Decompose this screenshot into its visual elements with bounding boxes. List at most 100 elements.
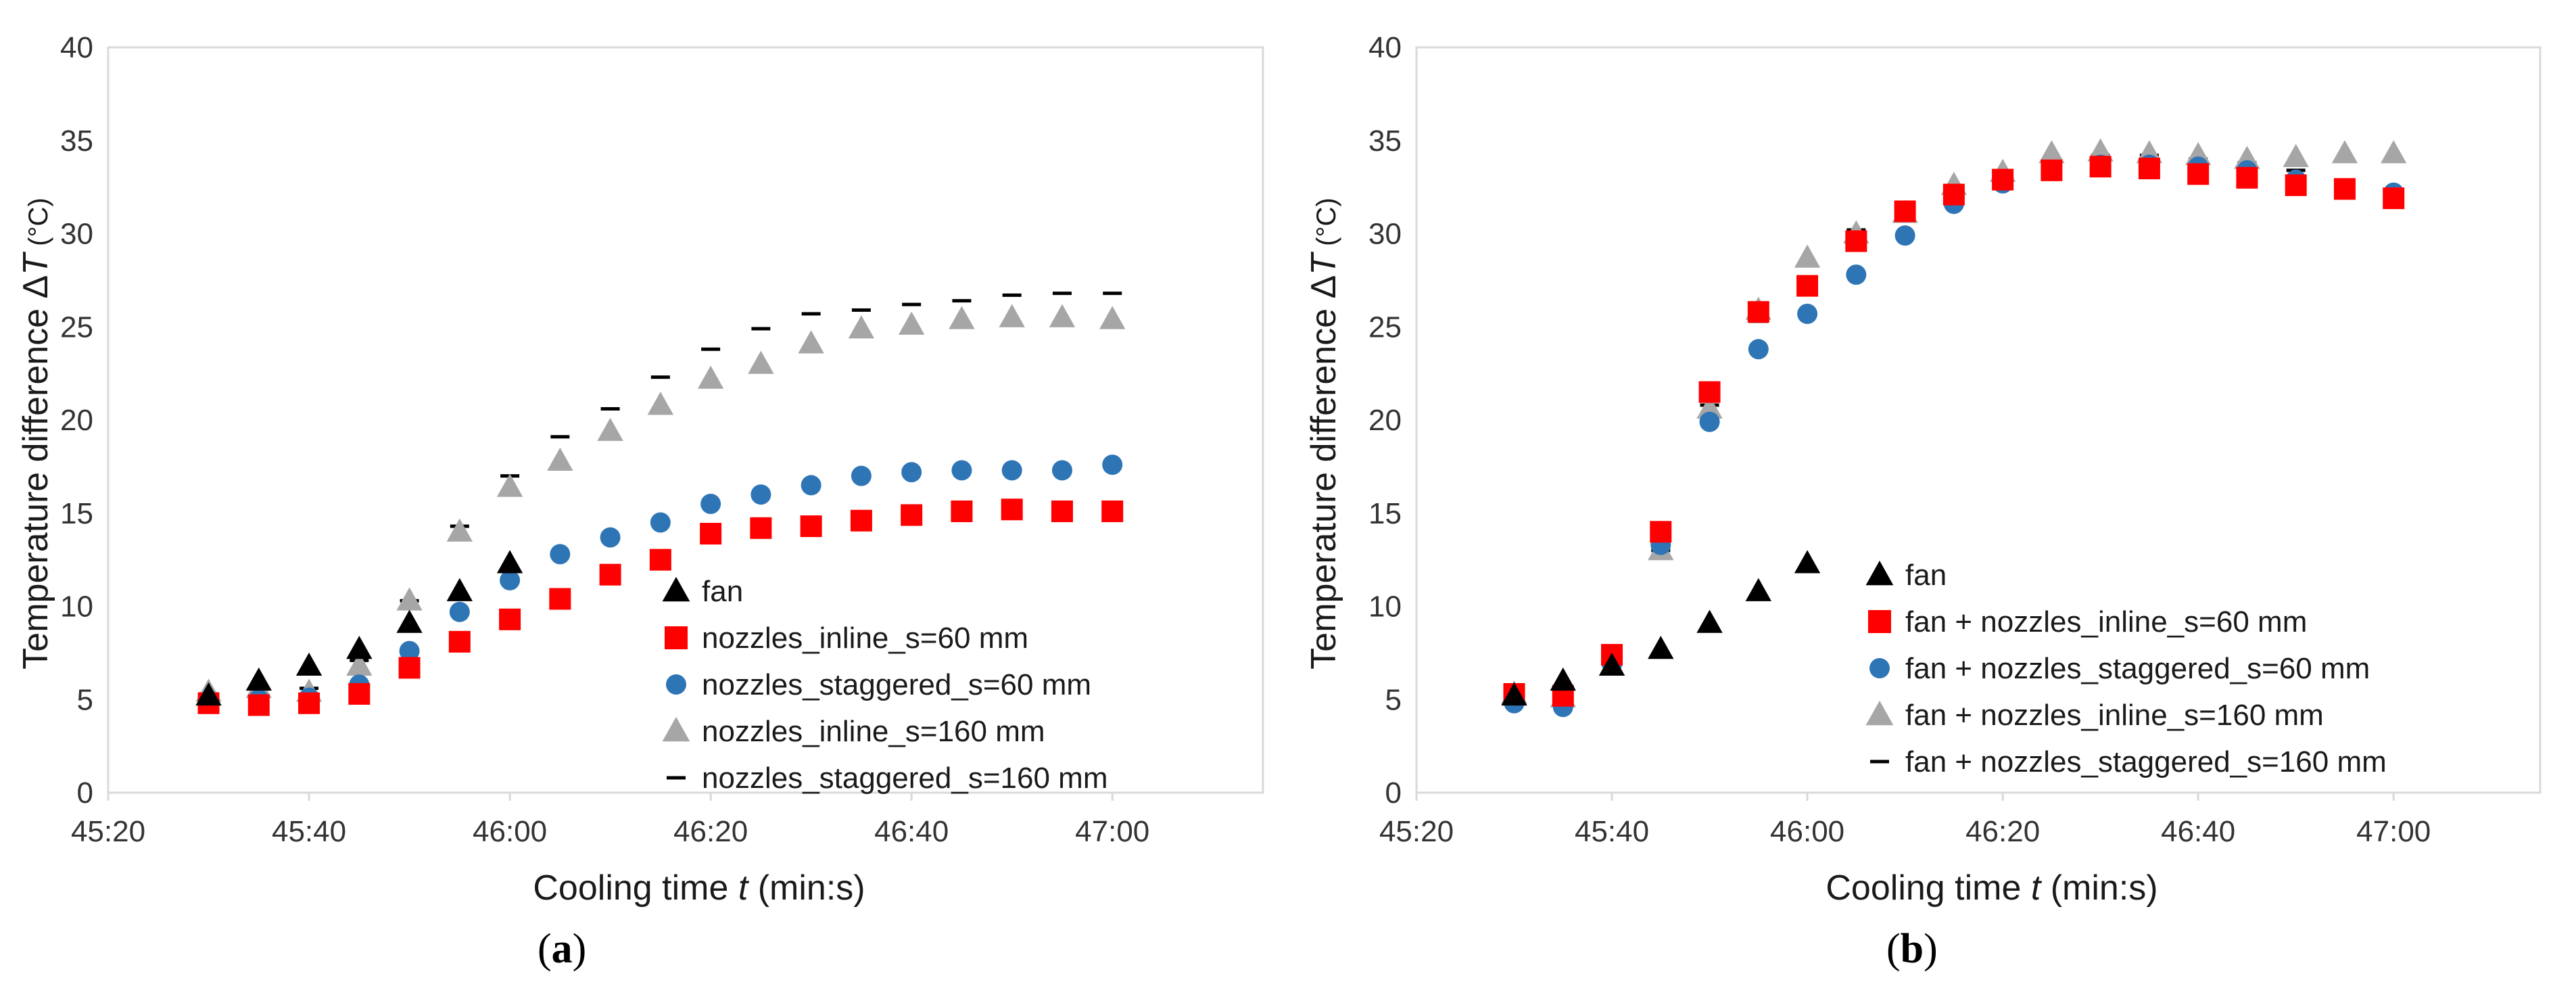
- data-point: [1001, 460, 1022, 481]
- y-tick-label: 25: [60, 310, 93, 344]
- data-point: [2285, 174, 2307, 196]
- data-point: [1747, 301, 1769, 323]
- x-tick-label: 46:40: [874, 815, 949, 848]
- data-point: [1696, 609, 1723, 633]
- legend-label: nozzles_inline_s=160 mm: [702, 715, 1045, 748]
- legend-marker: [662, 576, 690, 602]
- data-point: [496, 550, 523, 574]
- y-tick-label: 40: [60, 31, 93, 64]
- x-tick-label: 45:40: [272, 815, 346, 848]
- series-0: [1501, 550, 1821, 706]
- data-point: [600, 527, 621, 548]
- x-tick-label: 45:20: [1379, 815, 1454, 848]
- data-point: [902, 302, 922, 306]
- data-point: [500, 569, 521, 590]
- data-point: [750, 517, 772, 539]
- data-point: [750, 484, 771, 505]
- data-point: [1002, 293, 1022, 297]
- y-tick-label: 30: [60, 218, 93, 251]
- data-point: [2087, 138, 2114, 162]
- data-point: [298, 692, 320, 714]
- data-point: [1846, 264, 1867, 285]
- y-tick-label: 40: [1368, 31, 1402, 64]
- x-tick-label: 45:40: [1575, 815, 1649, 848]
- data-point: [1052, 292, 1072, 296]
- chart-panel-a: 0 5 10 15 20 25 30 35 40 45:20 45:40 46:00 46:20 46:4…: [16, 31, 1264, 972]
- y-tick-label: 10: [60, 590, 93, 624]
- data-point: [1550, 667, 1576, 691]
- x-axis-label-unit: (min:s): [2041, 868, 2157, 908]
- data-point: [399, 641, 420, 661]
- data-point: [449, 601, 470, 622]
- data-point: [396, 587, 423, 611]
- legend-marker: [667, 776, 686, 780]
- legend-label: fan + nozzles_staggered_s=160 mm: [1905, 745, 2387, 778]
- data-point: [1049, 304, 1076, 327]
- data-point: [195, 682, 222, 706]
- data-point: [1942, 183, 1965, 206]
- data-point: [599, 563, 621, 586]
- data-point: [700, 493, 721, 514]
- y-tick-label: 35: [60, 124, 93, 158]
- data-point: [600, 406, 620, 411]
- data-point: [1794, 550, 1821, 574]
- data-point: [898, 311, 925, 335]
- y-tick-label: 5: [77, 683, 93, 716]
- chart-panel-b: 0 5 10 15 20 25 30 35 40 45:20 45:40 46:00 46:20 46:4…: [1288, 0, 2576, 1001]
- data-point: [1051, 500, 1073, 522]
- y-axis-label-unit: (°C): [24, 197, 53, 254]
- x-tick-label: 47:00: [2356, 815, 2431, 848]
- legend-label: nozzles_inline_s=60 mm: [702, 622, 1028, 655]
- plot-frame: [1415, 46, 2542, 794]
- series-0: [195, 550, 523, 706]
- data-point: [1748, 339, 1769, 360]
- data-point: [247, 694, 270, 716]
- y-tick-label: 20: [1368, 404, 1402, 437]
- x-axis-label-unit: (min:s): [748, 868, 865, 908]
- data-point: [346, 652, 373, 676]
- data-point: [2331, 140, 2358, 164]
- data-point: [1992, 168, 2014, 191]
- data-point: [2138, 158, 2160, 180]
- panel-label-b: (b): [1886, 926, 1938, 972]
- panel-letter-a: a: [551, 926, 573, 972]
- data-point: [800, 515, 822, 538]
- data-point: [649, 549, 671, 571]
- data-point: [2381, 140, 2407, 164]
- x-axis-label-text: Cooling time: [1826, 868, 2030, 908]
- data-point: [1894, 225, 1915, 246]
- data-point: [1794, 244, 1821, 268]
- data-point: [848, 315, 875, 339]
- x-axis-label-var: t: [2031, 868, 2043, 908]
- x-tick-label: 46:00: [1770, 815, 1844, 848]
- data-point: [2236, 166, 2258, 189]
- data-point: [2089, 156, 2112, 178]
- x-axis-label: Cooling time t (min:s): [1826, 868, 2157, 908]
- y-tick-label: 0: [77, 776, 93, 810]
- y-axis-label-unit: (°C): [1312, 197, 1341, 254]
- data-point: [1698, 381, 1721, 403]
- y-tick-label: 5: [1385, 683, 1402, 716]
- x-tick-label: 47:00: [1075, 815, 1149, 848]
- data-point: [1101, 500, 1124, 522]
- y-tick-label: 15: [60, 497, 93, 530]
- y-axis-label-text: Temperature difference Δ: [1304, 275, 1343, 670]
- data-point: [448, 630, 471, 653]
- x-tick-label: 46:00: [473, 815, 547, 848]
- data-point: [1648, 636, 1674, 659]
- legend-marker: [1868, 610, 1891, 633]
- y-axis-label-var: T: [16, 252, 55, 275]
- x-tick-label: 46:20: [1965, 815, 2040, 848]
- panel-letter-b: b: [1900, 926, 1924, 972]
- plot-frame: [107, 46, 1264, 794]
- legend-marker: [1869, 658, 1890, 678]
- data-point: [1894, 200, 1916, 223]
- legend-label: fan: [702, 575, 743, 608]
- y-tick-label: 30: [1368, 218, 1402, 251]
- data-point: [748, 350, 774, 374]
- data-point: [1001, 498, 1023, 521]
- data-point: [295, 652, 323, 676]
- data-point: [550, 544, 571, 565]
- data-point: [1797, 303, 1818, 324]
- data-point: [398, 657, 421, 679]
